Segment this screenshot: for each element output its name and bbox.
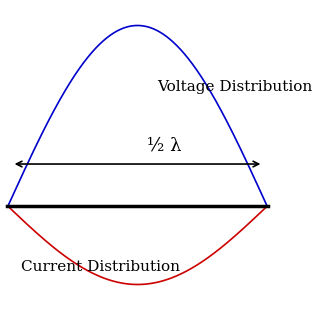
Text: ½ λ: ½ λ [147,137,181,155]
Text: Voltage Distribution: Voltage Distribution [157,80,312,94]
Text: Current Distribution: Current Distribution [21,260,180,274]
